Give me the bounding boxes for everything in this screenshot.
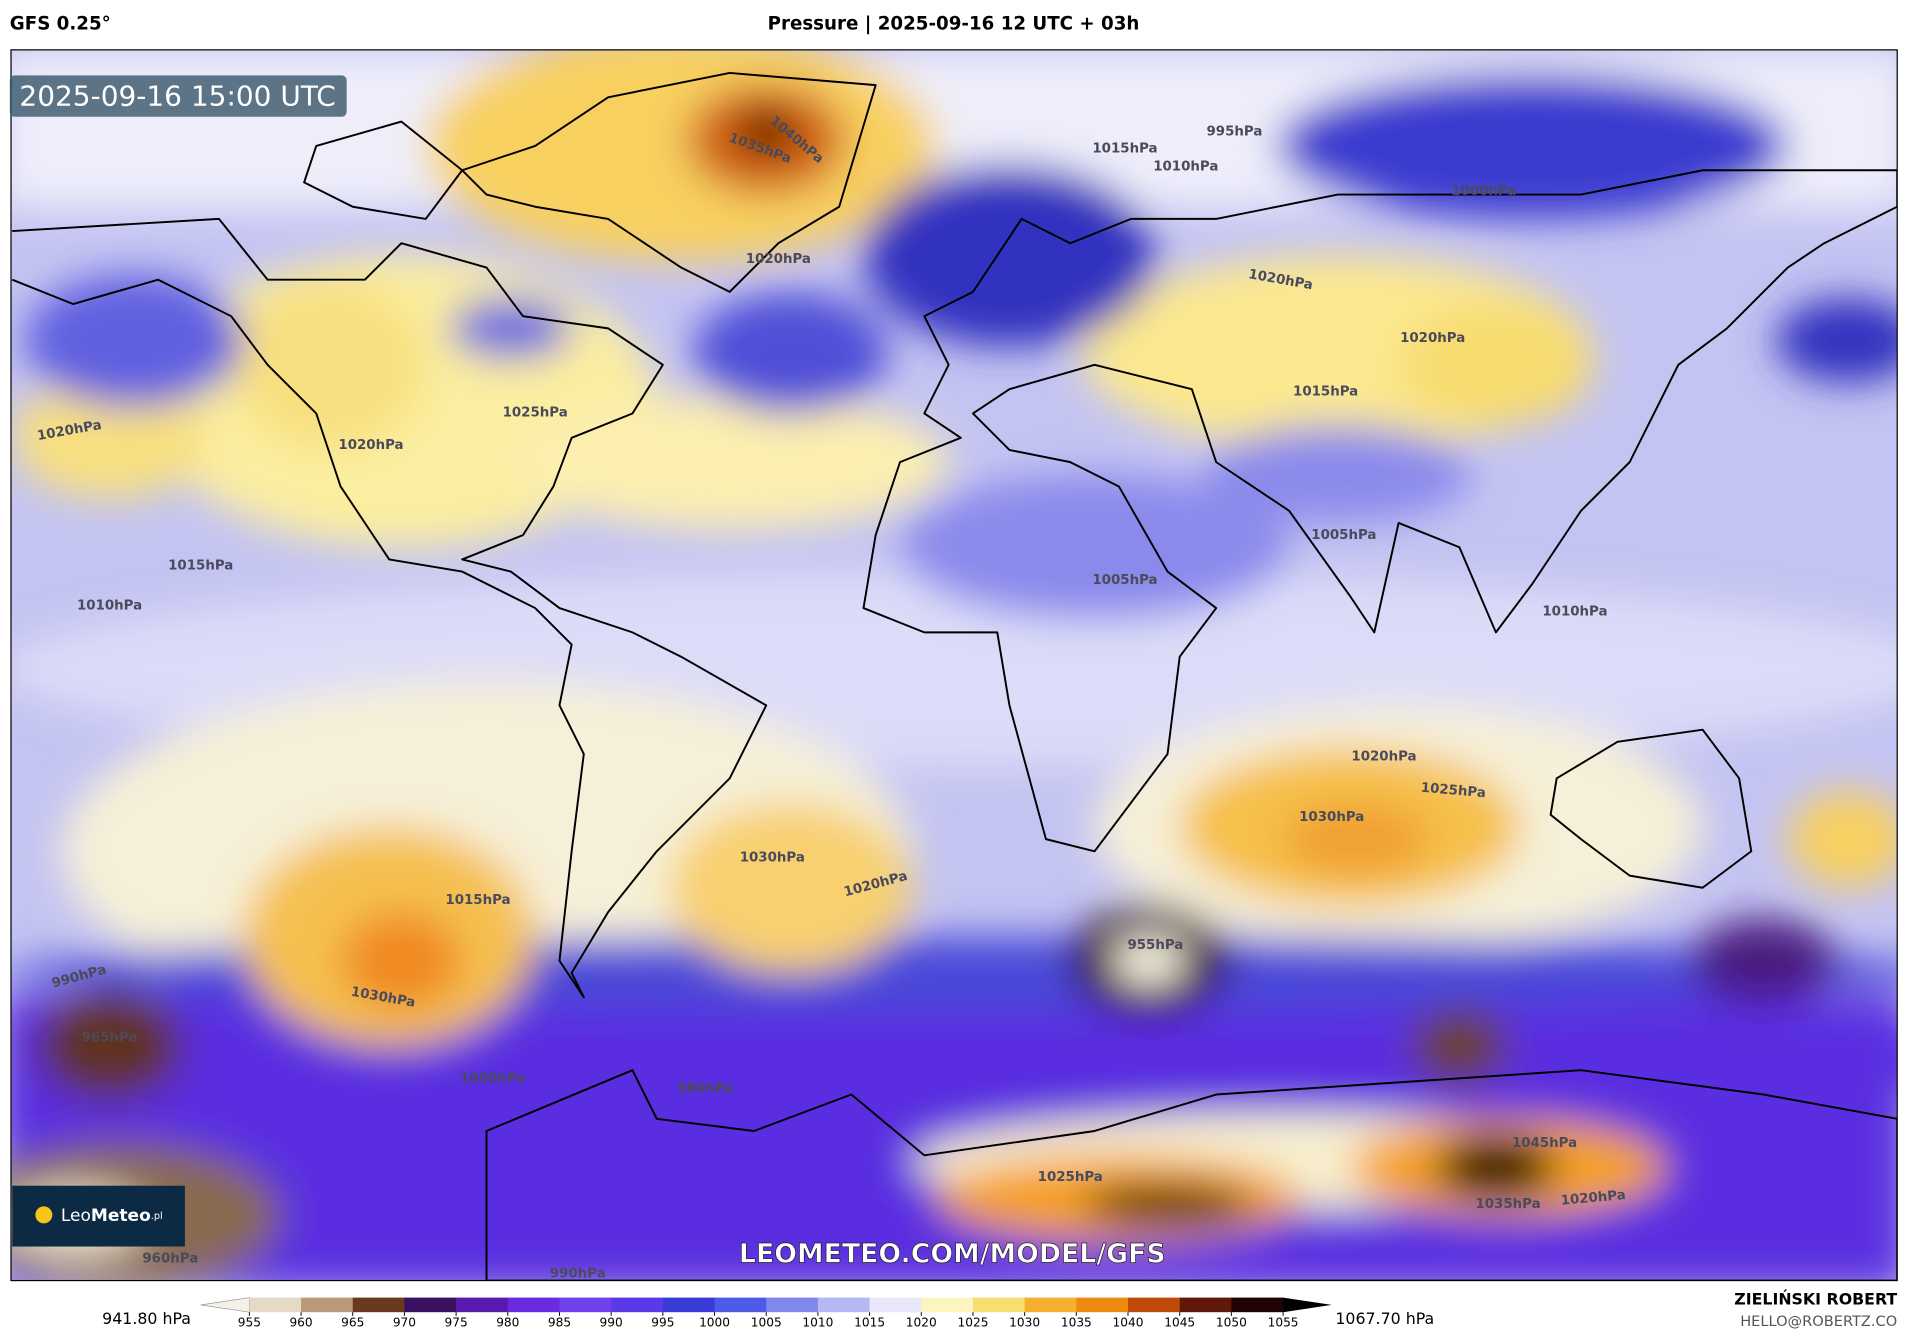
- colorbar-tick-label: 995: [651, 1316, 674, 1330]
- colorbar-segment: [662, 1297, 715, 1313]
- colorbar-tick-label: 1040: [1113, 1316, 1144, 1330]
- logo-part: .pl: [151, 1211, 163, 1222]
- colorbar-segment: [1179, 1297, 1232, 1313]
- colorbar-end: [200, 1297, 250, 1313]
- logo-part: Leo: [61, 1206, 91, 1226]
- isobar-label: 990hPa: [550, 1266, 606, 1281]
- isobar-label: 1020hPa: [338, 438, 403, 453]
- colorbar-tick-label: 975: [445, 1316, 468, 1330]
- colorbar-tick-label: 1030: [1009, 1316, 1040, 1330]
- colorbar-segment: [352, 1297, 405, 1313]
- logo: LeoMeteo.pl: [61, 1206, 163, 1226]
- isobar-label: 1035hPa: [1475, 1197, 1540, 1212]
- colorbar-tick-label: 1025: [957, 1316, 988, 1330]
- colorbar-segment: [404, 1297, 457, 1313]
- colorbar-end: [1283, 1297, 1332, 1313]
- credit-email: HELLO@ROBERTZ.CO: [1740, 1313, 1897, 1330]
- colorbar-tick-label: 960: [289, 1316, 312, 1330]
- colorbar-segment: [921, 1297, 974, 1313]
- isobar-label: 1025hPa: [1038, 1170, 1103, 1185]
- title: Pressure | 2025-09-16 12 UTC + 03h: [768, 13, 1140, 34]
- colorbar-tick-label: 955: [238, 1316, 261, 1330]
- colorbar-tick-label: 1015: [854, 1316, 885, 1330]
- model-name: GFS 0.25°: [10, 13, 111, 34]
- watermark: LEOMETEO.COM/MODEL/GFS: [739, 1239, 1166, 1270]
- colorbar-max: 1067.70 hPa: [1335, 1309, 1434, 1328]
- isobar-label: 1015hPa: [1293, 385, 1358, 400]
- colorbar-tick-label: 1005: [751, 1316, 782, 1330]
- isobar-label: 1020hPa: [1351, 749, 1416, 764]
- colorbar-tick-label: 985: [548, 1316, 571, 1330]
- credit-author: ZIELIŃSKI ROBERT: [1734, 1290, 1897, 1309]
- colorbar-segment: [301, 1297, 354, 1313]
- colorbar-segment: [1128, 1297, 1181, 1313]
- isobar-label: 1030hPa: [1299, 810, 1364, 825]
- isobar-label: 1010hPa: [1153, 160, 1218, 175]
- colorbar-segment: [1024, 1297, 1077, 1313]
- colorbar-segment: [456, 1297, 509, 1313]
- colorbar-segment: [817, 1297, 870, 1313]
- isobar-label: 1020hPa: [1400, 331, 1465, 346]
- isobar-label: 980hPa: [677, 1081, 733, 1096]
- colorbar-segment: [1076, 1297, 1129, 1313]
- colorbar-tick-label: 1045: [1164, 1316, 1195, 1330]
- isobar-label: 1025hPa: [503, 405, 568, 420]
- colorbar-tick-label: 970: [393, 1316, 416, 1330]
- colorbar-tick-label: 1055: [1268, 1316, 1299, 1330]
- logo-sun: [35, 1206, 53, 1224]
- colorbar-tick-label: 990: [600, 1316, 623, 1330]
- colorbar: 955 960 965 970 975 980 985 990 995 1000 1005 1010 1…: [200, 1297, 1332, 1330]
- colorbar-segment: [507, 1297, 560, 1313]
- colorbar-segment: [611, 1297, 664, 1313]
- isobar-label: 1015hPa: [445, 893, 510, 908]
- coastlines: [11, 71, 1898, 1281]
- isobar-label: 960hPa: [142, 1252, 198, 1267]
- isobar-label: 1000hPa: [1451, 184, 1516, 199]
- isobar-label: 955hPa: [1127, 938, 1183, 953]
- isobar-label: 1010hPa: [1542, 605, 1607, 620]
- colorbar-segment: [972, 1297, 1026, 1313]
- colorbar-segment: [559, 1297, 612, 1313]
- colorbar-tick-label: 965: [341, 1316, 364, 1330]
- timestamp-box: [9, 75, 347, 117]
- colorbar-min: 941.80 hPa: [102, 1309, 191, 1328]
- timestamp: 2025-09-16 15:00 UTC: [19, 79, 335, 112]
- isobar-label: 995hPa: [1206, 124, 1262, 139]
- colorbar-tick-label: 1010: [802, 1316, 833, 1330]
- isobar-label: 1005hPa: [1092, 573, 1157, 588]
- isobar-label: 965hPa: [82, 1030, 138, 1045]
- colorbar-tick-label: 1020: [906, 1316, 937, 1330]
- map-frame: [10, 49, 1898, 1282]
- isobar-label: 1020hPa: [746, 252, 811, 267]
- colorbar-segment: [714, 1297, 767, 1313]
- colorbar-tick-label: 1035: [1061, 1316, 1092, 1330]
- isobar-label: 1010hPa: [77, 599, 142, 614]
- isobar-label: 1045hPa: [1512, 1136, 1577, 1151]
- logo-part: Meteo: [91, 1206, 151, 1226]
- colorbar-segment: [1231, 1297, 1284, 1313]
- pressure-field: 1040hPa1035hPa1020hPa1015hPa1010hPa995hP…: [11, 49, 1898, 1281]
- colorbar-tick-label: 1050: [1216, 1316, 1247, 1330]
- isobar-label: 1020hPa: [1560, 1188, 1626, 1209]
- isobar-label: 1000hPa: [460, 1072, 525, 1087]
- colorbar-segment: [869, 1297, 922, 1313]
- colorbar-segment: [249, 1297, 302, 1313]
- isobar-label: 1025hPa: [1420, 781, 1486, 802]
- colorbar-tick-label: 980: [496, 1316, 519, 1330]
- colorbar-tick-label: 1000: [699, 1316, 730, 1330]
- isobar-label: 1015hPa: [1092, 141, 1157, 156]
- colorbar-segment: [766, 1297, 819, 1313]
- isobar-label: 1030hPa: [740, 850, 805, 865]
- isobar-label: 1015hPa: [168, 558, 233, 573]
- isobar-label: 1005hPa: [1311, 528, 1376, 543]
